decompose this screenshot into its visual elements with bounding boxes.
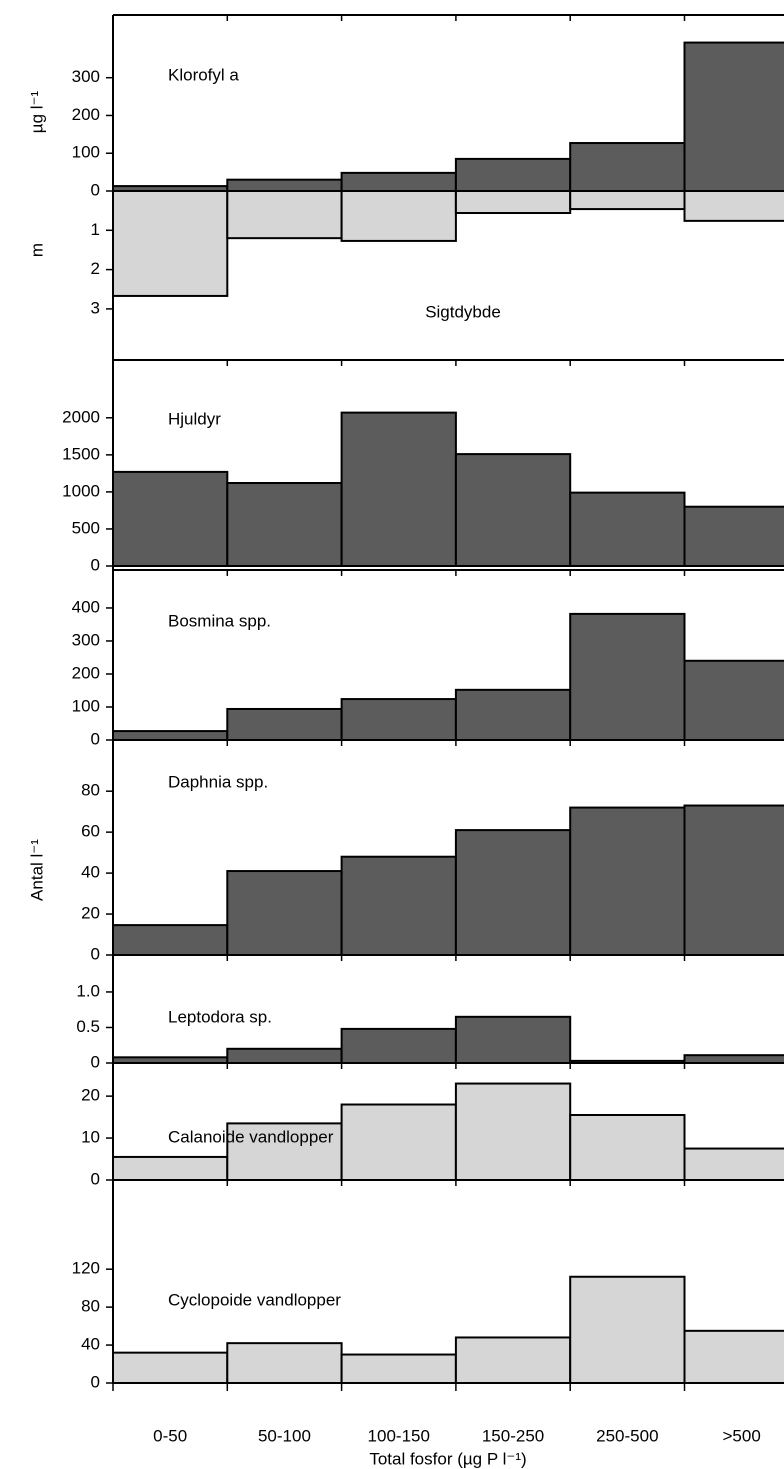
y-tick-label: 200 [72, 663, 100, 682]
panel-title: Hjuldyr [168, 409, 221, 428]
bar [683, 1147, 784, 1181]
y-tick-label: 300 [72, 630, 100, 649]
y-tick-label: 400 [72, 597, 100, 616]
bar [454, 453, 572, 567]
bar [454, 190, 572, 215]
bar [112, 924, 229, 956]
bar [340, 698, 457, 741]
x-tick-label: 50-100 [258, 1426, 311, 1445]
y-axis-label: µg l⁻¹ [27, 90, 46, 133]
panel-title: Calanoide vandlopper [168, 1127, 334, 1146]
bar [454, 1082, 572, 1181]
bar [226, 190, 343, 240]
y-tick-label: 0 [91, 555, 100, 574]
y-tick-label: 60 [81, 822, 100, 841]
x-tick-label: 150-250 [482, 1426, 544, 1445]
bar [226, 870, 343, 956]
bar [340, 171, 457, 193]
y-tick-label: 1 [91, 220, 100, 239]
y-tick-label: 10 [81, 1128, 100, 1147]
bar [569, 142, 686, 192]
bar [226, 1342, 343, 1385]
bar [683, 41, 784, 192]
panel-title: Leptodora sp. [168, 1007, 272, 1026]
bar [226, 482, 343, 568]
bar [569, 806, 686, 956]
bar [569, 190, 686, 211]
bar [569, 612, 686, 741]
y-tick-label: 0 [91, 1372, 100, 1391]
y-tick-label: 2 [91, 259, 100, 278]
bar [683, 505, 784, 567]
bar [683, 804, 784, 956]
x-tick-label: >500 [723, 1426, 761, 1445]
panel-title: Cyclopoide vandlopper [168, 1290, 341, 1309]
bar [340, 855, 457, 957]
panel-title: Klorofyl a [168, 65, 239, 84]
y-tick-label: 500 [72, 518, 100, 537]
y-axis-label: m [27, 243, 46, 257]
y-tick-label: 20 [81, 1086, 100, 1105]
bar [569, 1275, 686, 1384]
x-tick-label: 0-50 [153, 1426, 187, 1445]
y-tick-label: 0 [91, 1169, 100, 1188]
bar [226, 1047, 343, 1064]
y-tick-label: 3 [91, 298, 100, 317]
bar [683, 1329, 784, 1385]
bar [683, 1054, 784, 1064]
y-tick-label: 0 [91, 180, 100, 199]
bar [683, 190, 784, 222]
bar [112, 1155, 229, 1181]
panel-title: Bosmina spp. [168, 611, 271, 630]
bar [226, 707, 343, 742]
y-axis-label: Antal l⁻¹ [27, 839, 46, 901]
y-tick-label: 200 [72, 105, 100, 124]
y-tick-label: 40 [81, 1335, 100, 1354]
bar [112, 1351, 229, 1385]
bar [340, 1027, 457, 1065]
y-tick-label: 40 [81, 863, 100, 882]
bar [340, 1353, 457, 1385]
y-tick-label: 300 [72, 67, 100, 86]
x-tick-label: 250-500 [596, 1426, 658, 1445]
panel-title: Daphnia spp. [168, 772, 268, 791]
x-axis-label: Total fosfor (µg P l⁻¹) [369, 1449, 526, 1468]
y-tick-label: 0 [91, 1052, 100, 1071]
y-tick-label: 0 [91, 729, 100, 748]
bar [112, 190, 229, 297]
y-tick-label: 0.5 [76, 1017, 100, 1036]
bar [454, 157, 572, 193]
y-tick-label: 100 [72, 696, 100, 715]
y-tick-label: 1.0 [76, 981, 100, 1000]
bar [454, 1015, 572, 1065]
bar [112, 730, 229, 742]
bar [226, 178, 343, 192]
panel-title: Sigtdybde [425, 302, 501, 321]
bar [454, 1336, 572, 1384]
y-tick-label: 1000 [62, 481, 100, 500]
bar [340, 1103, 457, 1181]
y-tick-label: 80 [81, 781, 100, 800]
y-tick-label: 100 [72, 143, 100, 162]
y-tick-label: 1500 [62, 444, 100, 463]
bar [340, 190, 457, 242]
bar [454, 688, 572, 742]
y-tick-label: 80 [81, 1297, 100, 1316]
bar [569, 491, 686, 567]
bar [569, 1114, 686, 1181]
y-tick-label: 120 [72, 1259, 100, 1278]
y-tick-label: 2000 [62, 407, 100, 426]
y-tick-label: 0 [91, 944, 100, 963]
bar [454, 829, 572, 956]
y-tick-label: 20 [81, 904, 100, 923]
bar [683, 659, 784, 741]
x-tick-label: 100-150 [368, 1426, 430, 1445]
bar [112, 470, 229, 567]
bar [340, 411, 457, 567]
